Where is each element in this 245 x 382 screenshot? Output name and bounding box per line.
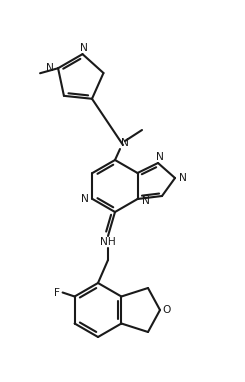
Text: N: N	[179, 173, 187, 183]
Text: N: N	[121, 138, 129, 148]
Text: N: N	[81, 194, 88, 204]
Text: N: N	[80, 43, 87, 53]
Text: O: O	[163, 305, 171, 315]
Text: F: F	[54, 288, 60, 298]
Text: N: N	[156, 152, 164, 162]
Text: N: N	[142, 196, 149, 206]
Text: NH: NH	[100, 237, 116, 247]
Text: N: N	[46, 63, 54, 73]
